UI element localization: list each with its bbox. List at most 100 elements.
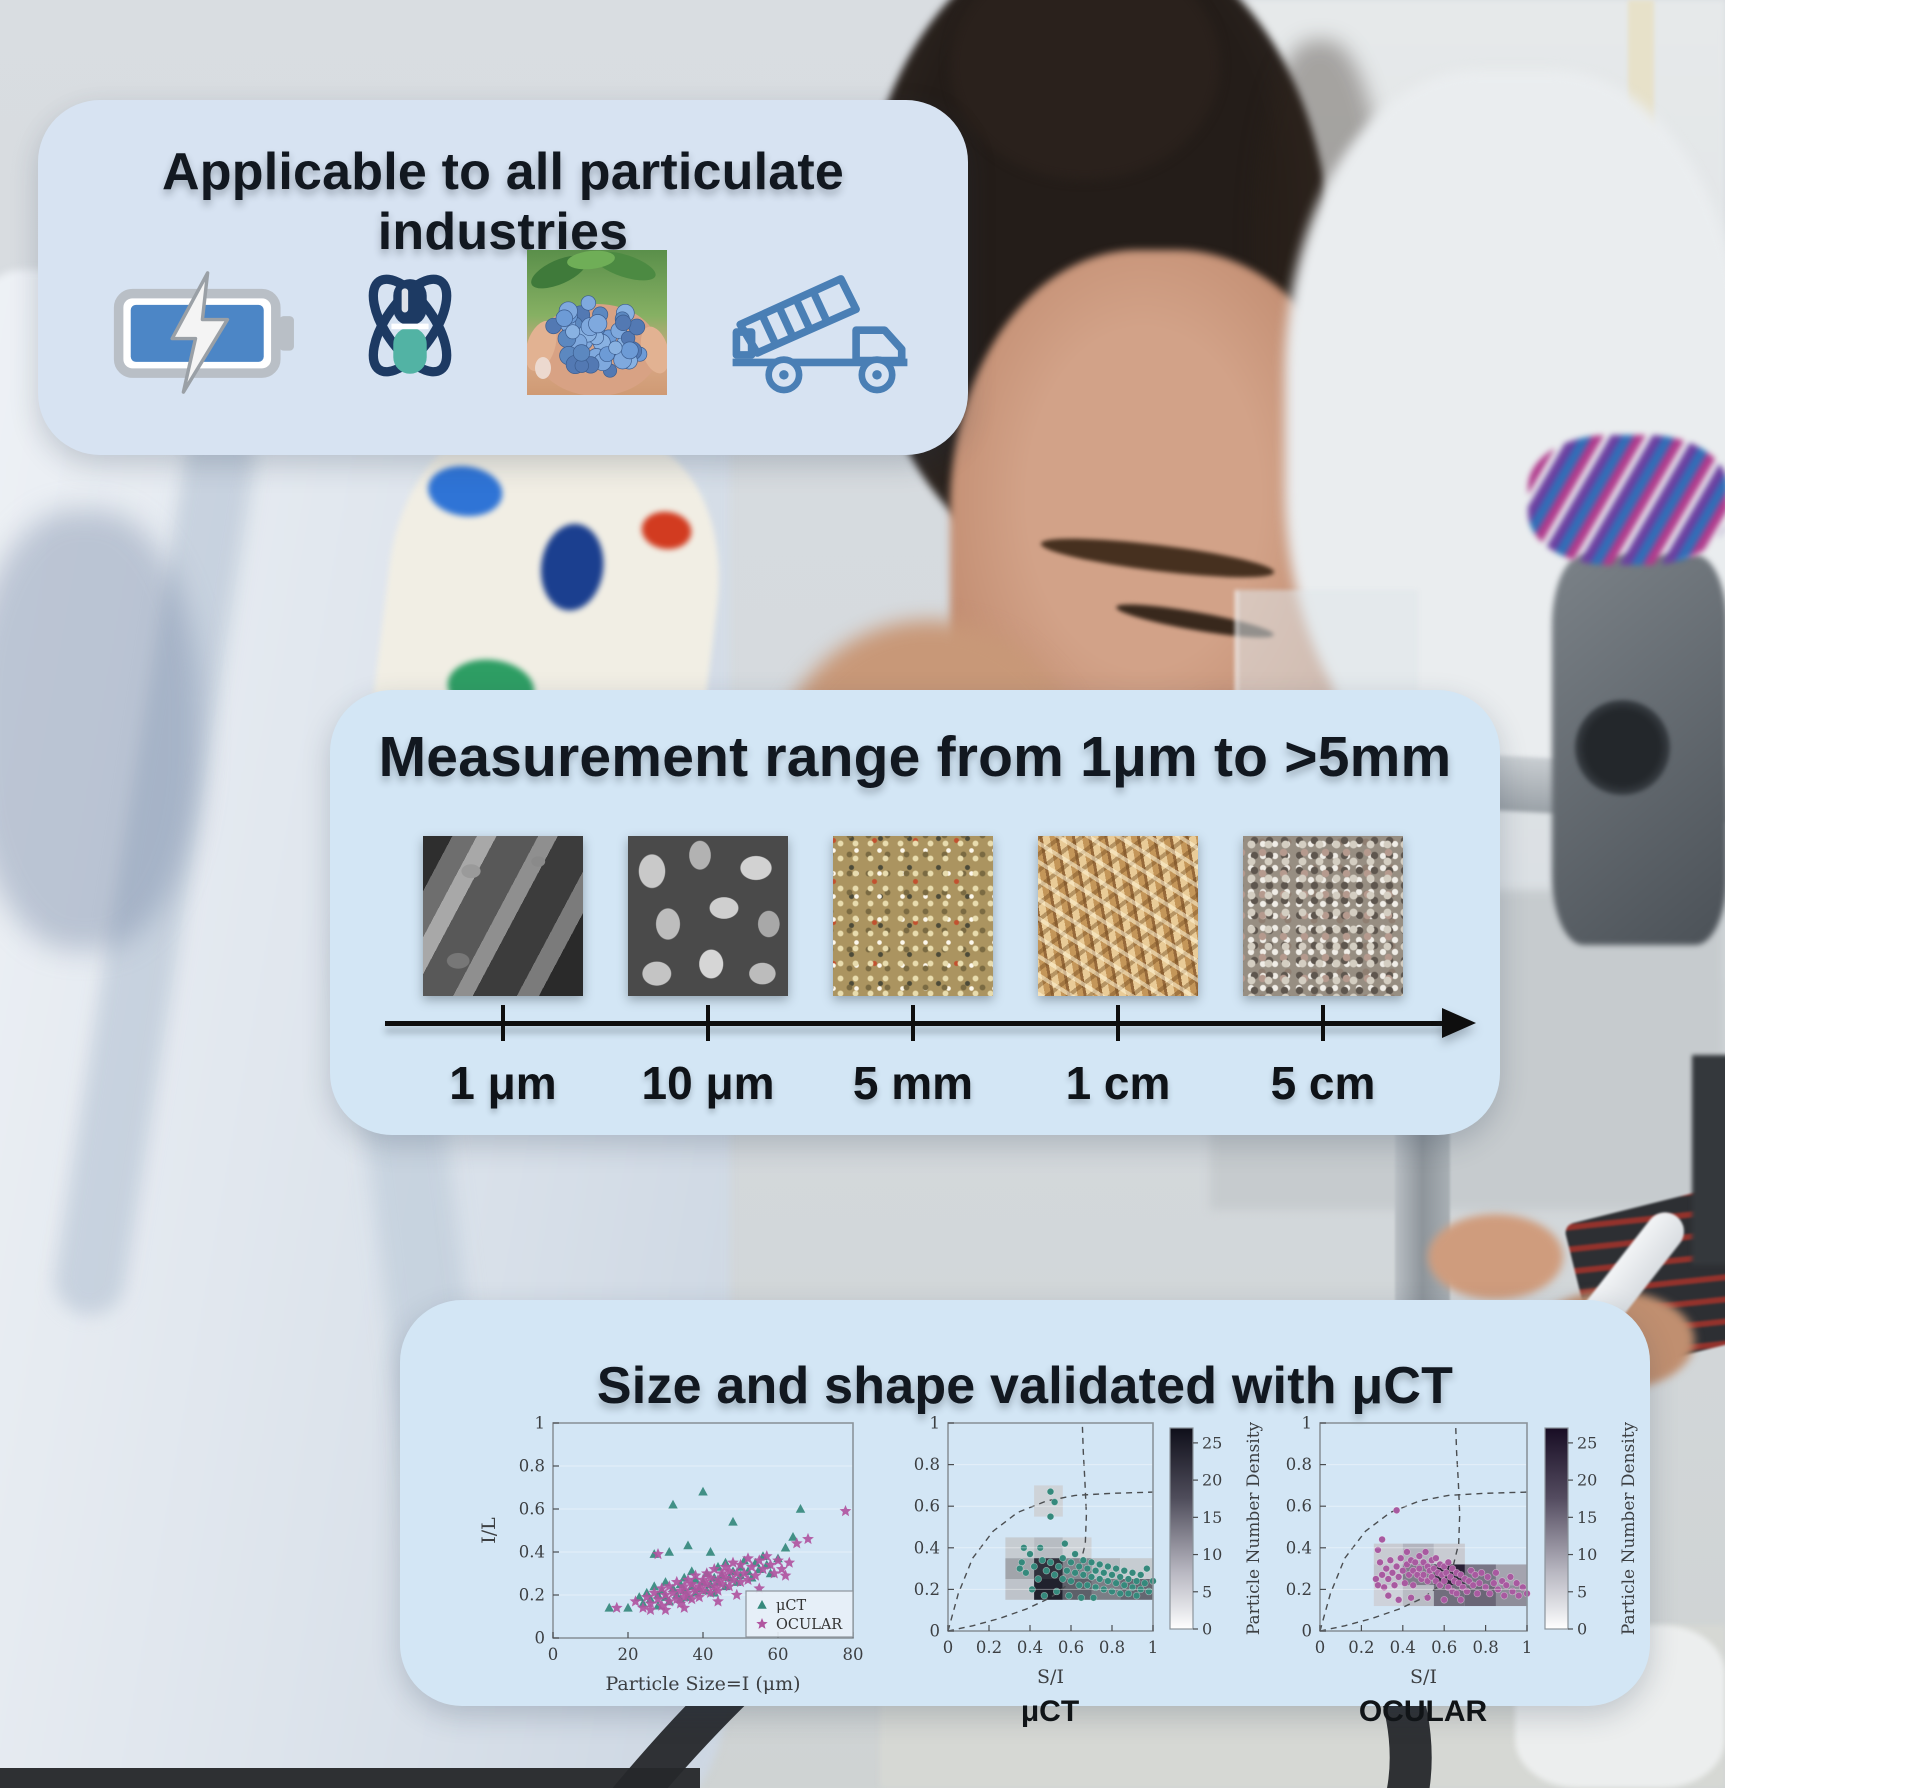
photo-dark-strip — [0, 1768, 700, 1788]
scale-label: 5 cm — [1270, 1057, 1376, 1109]
svg-text:0.8: 0.8 — [914, 1455, 940, 1474]
particle-image-pellets-1cm — [1038, 836, 1198, 996]
svg-text:0: 0 — [548, 1645, 559, 1664]
scale-tick — [911, 1005, 915, 1041]
zingg-guide-curves — [947, 1422, 1154, 1632]
fertilizer-blueberries-icon — [527, 250, 667, 395]
svg-text:0.4: 0.4 — [914, 1538, 940, 1557]
zingg-plot-uct: 00.20.40.60.8100.20.40.60.81S/II/L051015… — [914, 1414, 1264, 1729]
validation-title: Size and shape validated with μCT — [596, 1357, 1454, 1415]
svg-text:I/L: I/L — [478, 1517, 500, 1544]
svg-text:0.8: 0.8 — [1099, 1638, 1125, 1657]
industries-panel: Applicable to all particulate industries — [38, 100, 968, 455]
photo-microscope-eyepiece — [1575, 700, 1670, 795]
svg-text:0.2: 0.2 — [976, 1638, 1002, 1657]
plot-caption: OCULAR — [1359, 1695, 1488, 1728]
svg-text:0.8: 0.8 — [519, 1457, 545, 1476]
svg-text:0.4: 0.4 — [519, 1543, 545, 1562]
svg-text:0.8: 0.8 — [1472, 1638, 1498, 1657]
svg-text:0.4: 0.4 — [1017, 1638, 1043, 1657]
scale-tick — [501, 1005, 505, 1041]
particle-image-sand-5mm — [833, 836, 993, 996]
measurement-range-title: Measurement range from 1μm to >5mm — [378, 725, 1452, 789]
scale-label: 10 μm — [641, 1057, 775, 1109]
svg-text:0.2: 0.2 — [1286, 1580, 1312, 1599]
svg-text:0.6: 0.6 — [519, 1500, 545, 1519]
svg-text:1: 1 — [1522, 1638, 1533, 1657]
colorbar: 0 5 10 15 20 25 Particle Number Density — [1169, 1421, 1264, 1639]
pharma-capsule-atom-icon — [368, 274, 452, 377]
svg-text:0: 0 — [930, 1622, 941, 1641]
svg-text:S/I: S/I — [1410, 1666, 1437, 1688]
particle-points — [1372, 1506, 1531, 1604]
svg-text:0.8: 0.8 — [1286, 1455, 1312, 1474]
scale-label: 1 cm — [1065, 1057, 1171, 1109]
colorbar-label: Particle Number Density — [1619, 1421, 1639, 1635]
scatter-plot-size-vs-il: 0 20 40 60 80 0 0.2 0.4 0.6 0.8 1 Particle Size=I (… — [478, 1414, 864, 1696]
svg-text:0.6: 0.6 — [1431, 1638, 1457, 1657]
particle-image-gravel-5cm — [1243, 836, 1403, 996]
svg-text:S/I: S/I — [1037, 1666, 1064, 1688]
svg-text:10: 10 — [1577, 1545, 1597, 1564]
svg-text:20: 20 — [618, 1645, 639, 1664]
svg-text:0.2: 0.2 — [519, 1586, 545, 1605]
particle-points — [1016, 1487, 1157, 1602]
svg-text:0.6: 0.6 — [1058, 1638, 1084, 1657]
photo-hair-bun — [950, 0, 1220, 180]
battery-icon — [113, 271, 294, 394]
scale-tick — [706, 1005, 710, 1041]
svg-text:5: 5 — [1577, 1582, 1587, 1601]
svg-text:60: 60 — [768, 1645, 789, 1664]
svg-text:40: 40 — [693, 1645, 714, 1664]
svg-text:0.6: 0.6 — [914, 1497, 940, 1516]
svg-text:0: 0 — [1202, 1620, 1212, 1639]
svg-text:0.2: 0.2 — [1348, 1638, 1374, 1657]
svg-text:25: 25 — [1202, 1433, 1222, 1452]
scatter-points — [604, 1486, 852, 1616]
dump-truck-icon — [732, 275, 908, 394]
colorbar: 0 5 10 15 20 25 Particle Number Density — [1544, 1421, 1639, 1639]
svg-text:1: 1 — [1148, 1638, 1159, 1657]
svg-text:25: 25 — [1577, 1433, 1597, 1452]
particle-image-sem-10um — [628, 836, 788, 996]
svg-text:1: 1 — [930, 1414, 941, 1433]
svg-text:1: 1 — [535, 1414, 546, 1433]
svg-text:20: 20 — [1202, 1471, 1222, 1490]
zingg-plot-ocular: 00.20.40.60.8100.20.40.60.81S/II/L051015… — [1286, 1414, 1639, 1729]
svg-text:80: 80 — [843, 1645, 864, 1664]
size-scale-axis — [385, 1021, 1445, 1026]
svg-text:0: 0 — [943, 1638, 954, 1657]
svg-text:0: 0 — [535, 1629, 546, 1648]
svg-text:0.6: 0.6 — [1286, 1497, 1312, 1516]
industries-title: Applicable to all particulate industries — [162, 143, 844, 261]
svg-text:0.2: 0.2 — [914, 1580, 940, 1599]
colorbar-label: Particle Number Density — [1244, 1421, 1264, 1635]
photo-sleeve-shadow — [0, 510, 200, 950]
scale-tick — [1116, 1005, 1120, 1041]
scale-label: 1 μm — [449, 1057, 557, 1109]
svg-text:0.4: 0.4 — [1286, 1538, 1312, 1557]
svg-text:5: 5 — [1202, 1582, 1212, 1601]
svg-text:0: 0 — [1577, 1620, 1587, 1639]
measurement-range-panel: Measurement range from 1μm to >5mm 1 μm 1… — [330, 690, 1500, 1135]
svg-text:0: 0 — [1315, 1638, 1326, 1657]
svg-text:1: 1 — [1302, 1414, 1313, 1433]
zingg-guide-curves — [1319, 1422, 1528, 1632]
svg-text:0: 0 — [1302, 1622, 1313, 1641]
photo-cable-bundle — [1528, 435, 1725, 565]
scale-label: 5 mm — [852, 1057, 974, 1109]
particle-image-sem-1um — [423, 836, 583, 996]
svg-text:OCULAR: OCULAR — [776, 1617, 843, 1633]
plot-caption: μCT — [1021, 1695, 1079, 1728]
svg-text:20: 20 — [1577, 1471, 1597, 1490]
svg-text:Particle Size=I (μm): Particle Size=I (μm) — [605, 1673, 800, 1695]
legend: μCT OCULAR — [745, 1590, 854, 1638]
size-scale-arrowhead-icon — [1442, 1008, 1476, 1038]
svg-text:10: 10 — [1202, 1545, 1222, 1564]
svg-text:μCT: μCT — [776, 1598, 807, 1614]
svg-text:15: 15 — [1577, 1508, 1597, 1527]
svg-text:15: 15 — [1202, 1508, 1222, 1527]
scale-tick — [1321, 1005, 1325, 1041]
svg-text:0.4: 0.4 — [1390, 1638, 1416, 1657]
